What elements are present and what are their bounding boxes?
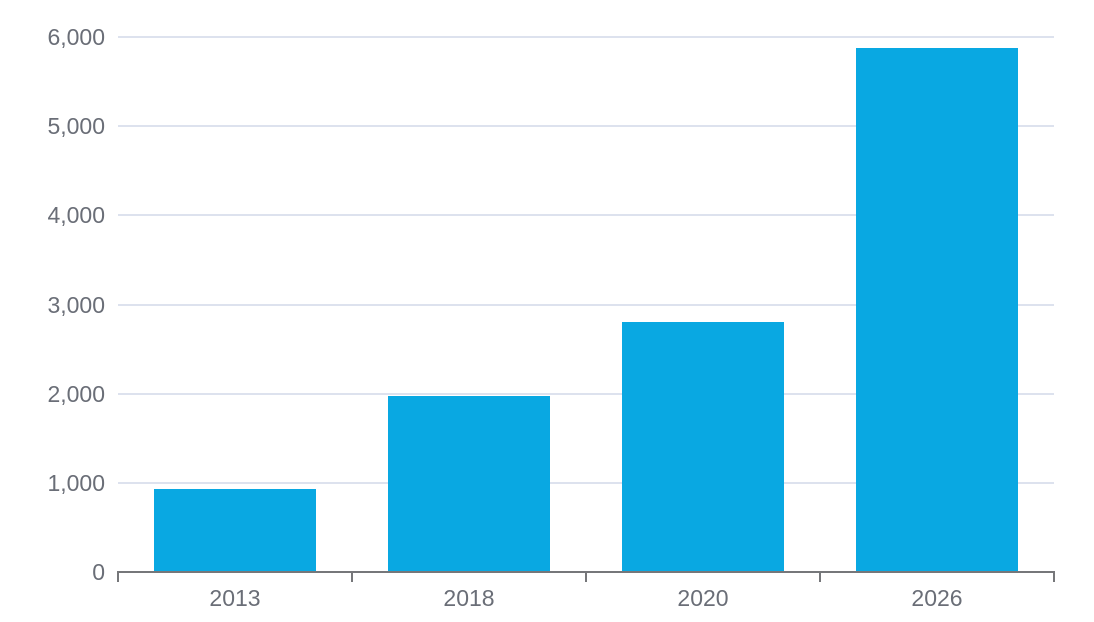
bar-2026[interactable] <box>856 47 1018 571</box>
gridline <box>118 392 1054 395</box>
x-axis-tick <box>585 571 587 582</box>
x-axis-tick <box>117 571 119 582</box>
gridline <box>118 303 1054 306</box>
y-axis-tick-label: 5,000 <box>47 113 105 140</box>
y-axis-tick-label: 4,000 <box>47 202 105 229</box>
x-axis-tick-label: 2013 <box>209 585 261 611</box>
y-axis-tick-label: 0 <box>92 559 105 585</box>
gridline <box>118 214 1054 217</box>
x-axis-tick-label: 2018 <box>443 585 495 611</box>
gridline <box>118 481 1054 484</box>
x-axis-tick-label: 2026 <box>911 585 963 611</box>
x-axis-tick <box>351 571 353 582</box>
bar-2018[interactable] <box>388 396 550 571</box>
x-axis-tick <box>819 571 821 582</box>
x-axis-tick <box>1053 571 1055 582</box>
bar-2020[interactable] <box>622 322 784 571</box>
gridline <box>118 125 1054 128</box>
y-axis-tick-label: 6,000 <box>47 24 105 50</box>
y-axis-tick-label: 3,000 <box>47 291 105 318</box>
gridline <box>118 36 1054 38</box>
bar-2013[interactable] <box>154 489 316 571</box>
y-axis-tick-label: 2,000 <box>47 380 105 407</box>
y-axis-tick-label: 1,000 <box>47 469 105 496</box>
x-axis-tick-label: 2020 <box>677 585 729 611</box>
